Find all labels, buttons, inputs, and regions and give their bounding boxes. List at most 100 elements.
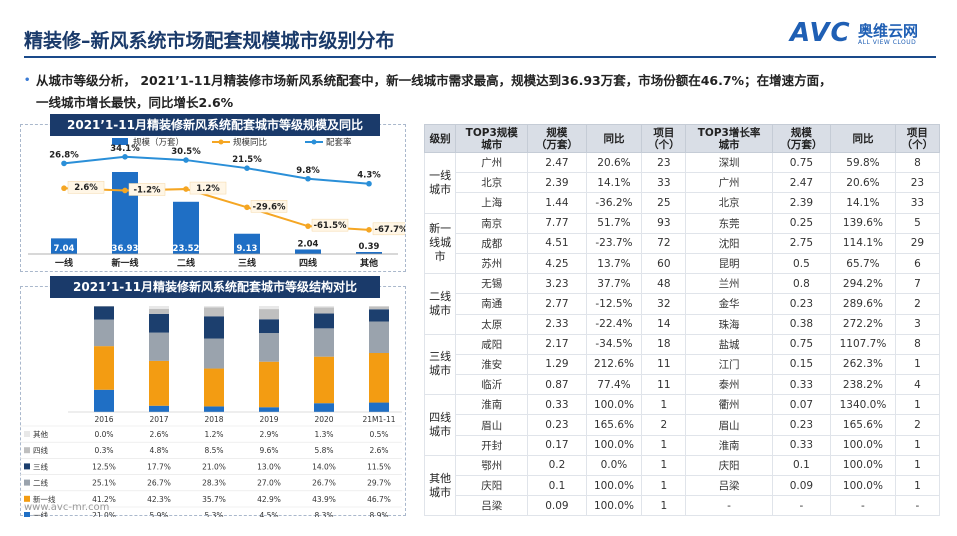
series-value: 0.0%	[94, 430, 113, 439]
chart2-title: 2021’1-11月精装修新风系统配套城市等级结构对比	[50, 276, 380, 298]
table-cell: 2	[894, 414, 941, 436]
series-name: 新一线	[33, 494, 56, 504]
x-tick-label: 四线	[299, 257, 317, 269]
table-cell: 金华	[685, 293, 773, 315]
table-cell: 2.17	[527, 333, 587, 355]
logo-avc-text: AVC	[790, 18, 851, 48]
table-cell: 1	[641, 394, 687, 416]
table-cell: 淮南	[455, 394, 529, 416]
series-value: 12.5%	[92, 462, 116, 471]
bar-value-label: 2.04	[298, 239, 319, 249]
series-value: 28.3%	[202, 479, 226, 488]
table-cell: 289.6%	[830, 293, 896, 315]
series-value: 0.5%	[369, 430, 388, 439]
table-cell: 咸阳	[455, 333, 529, 355]
table-body: 一线 城市 广州 2.47 20.6% 23 深圳 0.75 59.8% 8 北京 2.39 14.1%…	[423, 151, 941, 517]
series-value: 42.9%	[257, 495, 281, 504]
rate-point	[305, 175, 311, 182]
stack-segment	[149, 405, 169, 412]
structure-chart: 2016 2017 2018 2019 2020 21M1-11 其他 0.0% 2.6% 1.2…	[20, 306, 402, 517]
table-cell: 盐城	[685, 333, 773, 355]
table-cell: 114.1%	[830, 232, 896, 254]
stack-segment	[94, 319, 114, 347]
table-header-cell: 同比	[830, 124, 896, 153]
table-cell: 100.0%	[830, 434, 896, 456]
stack-segment	[149, 306, 169, 309]
table-cell: -12.5%	[585, 293, 643, 315]
table-cell: 165.6%	[585, 414, 643, 436]
table-cell: 8	[894, 333, 941, 355]
table-cell: 1	[894, 394, 941, 416]
table-cell: 1	[641, 495, 687, 517]
table-cell: -36.2%	[585, 192, 643, 214]
table-cell: 0.1	[527, 474, 587, 497]
table-cell: 珠海	[685, 313, 773, 335]
table-cell: 0.23	[771, 414, 832, 436]
table-row: 四线 城市 淮南 0.33 100.0% 1 衢州 0.07 1340.0% 1	[423, 394, 941, 456]
table-cell: 2.77	[527, 293, 587, 315]
series-value: 35.7%	[202, 495, 226, 504]
rate-point	[183, 157, 189, 163]
stack-segment	[314, 356, 334, 404]
footer-url: www.avc-mr.com	[24, 502, 110, 513]
table-cell: 1340.0%	[830, 394, 896, 416]
table-cell: 0.07	[771, 394, 832, 416]
level-cell: 三线 城市	[423, 333, 457, 396]
table-cell: 29	[894, 232, 941, 254]
series-value: 0.3%	[94, 446, 113, 455]
table-cell: 165.6%	[830, 414, 896, 436]
series-value: 42.3%	[147, 495, 171, 504]
yoy-point	[305, 223, 311, 229]
table-cell: 0.09	[771, 474, 832, 497]
table-cell: 0.33	[527, 394, 587, 416]
rate-point	[61, 160, 67, 167]
table-cell: 100.0%	[585, 474, 643, 497]
table-cell: 2	[641, 414, 687, 436]
table-cell: 0.1	[771, 454, 832, 477]
table-cell: 93	[641, 212, 687, 234]
series-value: 26.7%	[312, 479, 336, 488]
table-row: 北京 2.39 14.1% 33 广州 2.47 20.6% 23	[425, 172, 941, 194]
yoy-label-bg	[250, 200, 288, 213]
level-cell: 一线 城市	[423, 152, 457, 214]
series-swatch	[24, 512, 30, 517]
stack-segment	[149, 308, 169, 314]
stack-segment	[204, 406, 224, 412]
table-cell: 7.77	[527, 212, 587, 234]
table-cell: -	[894, 495, 941, 517]
table-cell: 眉山	[455, 414, 529, 436]
rate-point	[122, 154, 128, 160]
summary-line-2: 一线城市增长最快，同比增长2.6%	[36, 95, 234, 110]
yoy-label: -1.2%	[133, 185, 161, 195]
table-cell: 江门	[685, 353, 773, 376]
table-cell: 北京	[455, 172, 529, 194]
series-value: 8.3%	[314, 511, 333, 517]
stack-segment	[259, 306, 279, 310]
table-cell: 2	[894, 293, 941, 315]
table-cell: 33	[641, 172, 687, 194]
stack-segment	[369, 402, 389, 412]
table-cell: 2.33	[527, 313, 587, 335]
series-value: 1.2%	[204, 430, 223, 439]
table-cell: 2.47	[527, 151, 587, 174]
yoy-point	[61, 185, 67, 192]
stack-segment	[204, 306, 224, 308]
series-value: 2.6%	[369, 446, 388, 455]
page-title: 精装修–新风系统市场配套规模城市级别分布	[24, 30, 395, 52]
table-cell: 深圳	[685, 151, 773, 174]
table-row: 吕梁 0.09 100.0% 1- - - -	[425, 495, 941, 517]
table-cell: 淮安	[455, 353, 529, 376]
series-value: 21.0%	[202, 462, 226, 471]
x-tick-label: 二线	[177, 257, 195, 269]
table-cell: 0.15	[771, 353, 832, 376]
stack-segment	[369, 309, 389, 322]
series-value: 25.1%	[92, 479, 116, 488]
table-cell: 0.23	[771, 293, 832, 315]
table-cell: 51.7%	[585, 212, 643, 234]
table-cell: 18	[641, 333, 687, 355]
series-value: 1.3%	[314, 430, 333, 439]
table-cell: 成都	[455, 232, 529, 254]
series-value: 43.9%	[312, 495, 336, 504]
table-cell: 14.1%	[830, 192, 896, 214]
table-cell: 3.23	[527, 273, 587, 295]
